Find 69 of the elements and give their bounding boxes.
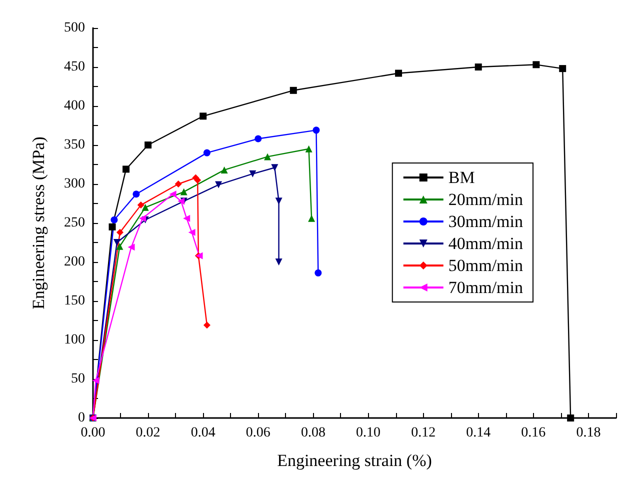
point: [128, 244, 135, 251]
point: [314, 269, 322, 276]
x-tick-label: 0.18: [576, 426, 601, 440]
y-tick-label: 450: [64, 60, 85, 74]
point: [116, 228, 124, 236]
point: [110, 216, 118, 224]
point: [180, 188, 188, 196]
point: [174, 180, 182, 188]
point: [144, 142, 152, 148]
x-tick-label: 0.16: [521, 426, 546, 440]
point: [220, 166, 228, 174]
point: [122, 166, 130, 173]
point: [308, 214, 316, 222]
point: [275, 198, 282, 205]
point: [395, 70, 402, 77]
point: [183, 214, 190, 222]
y-axis-title: Engineering stress (MPa): [29, 136, 48, 310]
point: [559, 65, 566, 72]
legend-label: 20mm/min: [448, 190, 524, 209]
x-tick-label: 0.08: [300, 426, 326, 440]
y-tick-label: 50: [71, 372, 85, 386]
point: [203, 322, 210, 329]
y-tick-label: 300: [64, 176, 85, 192]
y-tick-label: 150: [64, 294, 85, 308]
point: [142, 204, 149, 211]
y-tick-label: 500: [64, 20, 85, 36]
point: [312, 126, 320, 134]
point: [275, 258, 282, 266]
x-tick-label: 0.02: [136, 426, 160, 440]
point: [532, 61, 540, 68]
x-tick-label: 0.10: [356, 426, 381, 440]
y-tick-label: 200: [64, 254, 85, 270]
point: [113, 239, 120, 246]
x-tick-label: 0.04: [190, 426, 216, 440]
point: [474, 64, 482, 70]
point: [92, 377, 100, 384]
point: [305, 145, 312, 152]
point: [178, 198, 185, 205]
legend-label: 30mm/min: [448, 212, 524, 231]
x-tick-label: 0.14: [466, 426, 491, 440]
legend-label: BM: [448, 168, 475, 187]
point: [254, 135, 262, 142]
legend-label: 40mm/min: [448, 234, 524, 253]
point: [188, 228, 196, 236]
x-tick-label: 0.12: [411, 426, 436, 440]
point: [203, 149, 210, 156]
x-tick-label: 0.00: [80, 426, 106, 440]
point: [139, 214, 146, 222]
legend-label: 50mm/min: [448, 256, 524, 275]
point: [271, 164, 278, 172]
point: [116, 242, 124, 250]
point: [132, 190, 140, 198]
x-axis-title: Engineering strain (%): [277, 451, 432, 470]
y-tick-label: 350: [64, 138, 85, 152]
y-tick-label: 0: [78, 410, 85, 426]
y-tick-label: 400: [64, 98, 85, 114]
x-tick-label: 0.06: [246, 426, 270, 440]
point: [200, 112, 207, 120]
point: [264, 153, 272, 160]
point: [290, 86, 297, 94]
point: [169, 190, 176, 198]
legend-label: 70mm/min: [448, 278, 524, 297]
point: [137, 202, 144, 209]
point: [249, 170, 256, 178]
y-tick-label: 250: [64, 216, 85, 230]
point: [215, 181, 222, 188]
point: [108, 223, 116, 230]
point: [567, 414, 574, 422]
y-tick-label: 100: [64, 332, 85, 348]
